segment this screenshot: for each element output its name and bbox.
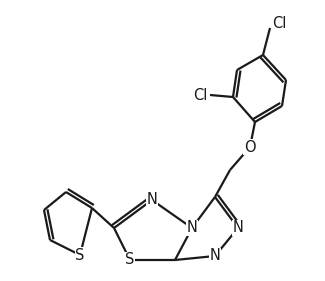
Text: Cl: Cl: [194, 87, 208, 103]
Text: N: N: [187, 221, 198, 235]
Text: S: S: [125, 253, 135, 268]
Text: O: O: [244, 139, 256, 155]
Text: N: N: [210, 248, 220, 264]
Text: N: N: [147, 192, 157, 207]
Text: S: S: [75, 248, 85, 262]
Text: N: N: [233, 221, 243, 235]
Text: Cl: Cl: [272, 17, 286, 31]
